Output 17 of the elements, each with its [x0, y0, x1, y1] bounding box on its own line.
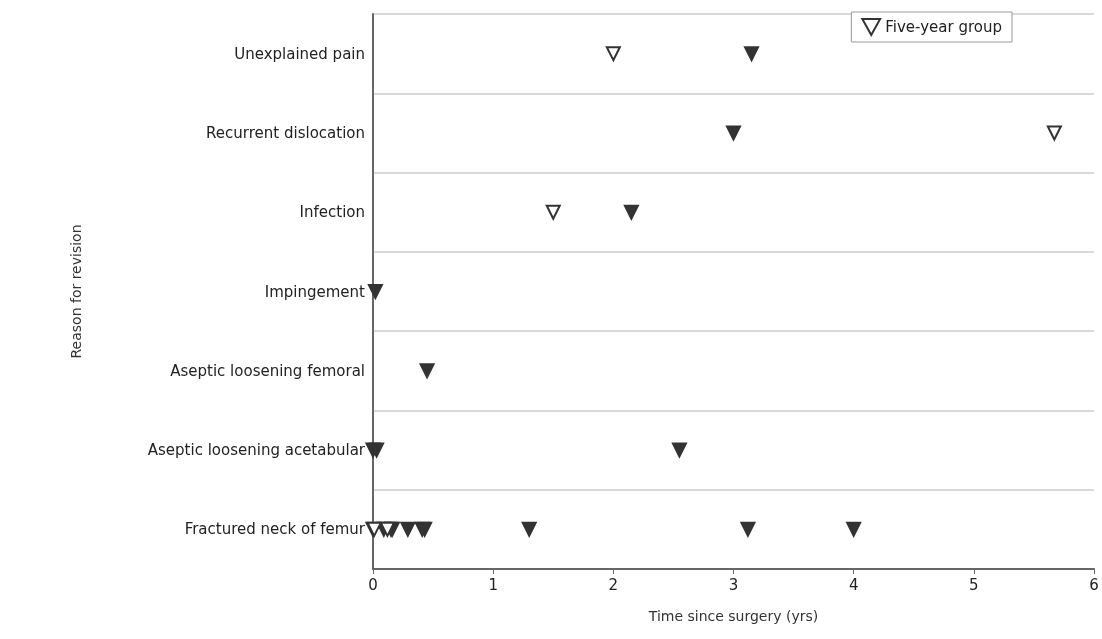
- y-tick-label: Recurrent dislocation: [206, 123, 365, 142]
- x-tick-label: 1: [488, 575, 498, 594]
- y-tick-label: Aseptic loosening femoral: [170, 361, 365, 380]
- y-tick-label: Aseptic loosening acetabular: [147, 441, 366, 460]
- x-tick-label: 4: [848, 575, 859, 594]
- legend-label: Five-year group: [885, 18, 1003, 36]
- x-axis-title: Time since surgery (yrs): [647, 608, 819, 624]
- x-tick-label: 5: [969, 575, 979, 594]
- x-tick-label: 3: [728, 575, 739, 594]
- y-tick-label: Fractured neck of femur: [184, 520, 366, 539]
- y-tick-label: Impingement: [264, 282, 366, 301]
- x-tick-label: 0: [368, 575, 378, 594]
- x-tick-label: 6: [1089, 575, 1099, 594]
- y-axis-title: Reason for revision: [68, 224, 84, 359]
- y-tick-label: Unexplained pain: [234, 44, 365, 63]
- y-tick-label: Infection: [299, 203, 365, 222]
- x-tick-label: 2: [608, 575, 619, 594]
